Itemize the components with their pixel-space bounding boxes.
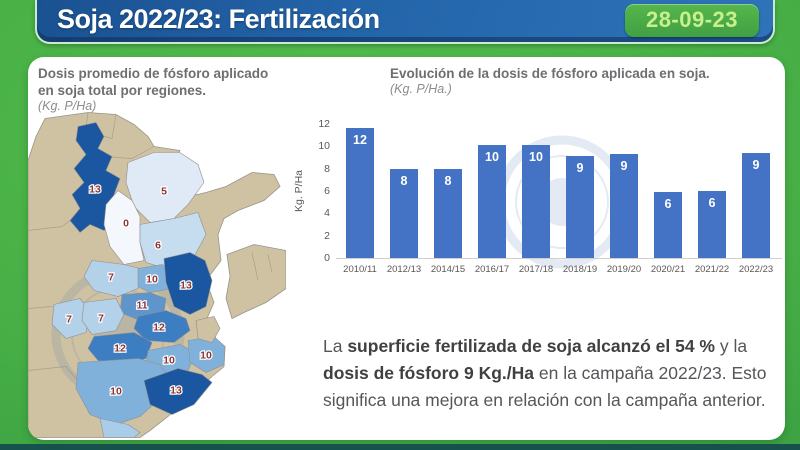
bar-value-label: 8 xyxy=(400,174,408,188)
map-title-line2: en soja total por regiones. xyxy=(38,83,207,98)
map-region-13-entre-rios xyxy=(163,252,213,315)
y-tick-label: 6 xyxy=(324,184,330,197)
x-axis-labels: 2010/11 2012/13 2014/15 2016/17 2017/18 2018/… xyxy=(338,264,778,275)
map-zone-value: 5 xyxy=(161,186,167,198)
x-tick-label: 2017/18 xyxy=(518,264,554,275)
bar-2012/13: 8 xyxy=(390,169,418,258)
bar-2018/19: 9 xyxy=(566,156,594,258)
bar-series: 12 8 8 10 10 9 9 6 6 9 xyxy=(338,112,778,258)
x-tick-label: 2020/21 xyxy=(650,264,686,275)
bar-value-label: 9 xyxy=(576,161,584,175)
map-zone-value: 7 xyxy=(108,272,114,284)
map-region-5 xyxy=(125,152,205,223)
map-zone-value: 10 xyxy=(110,386,122,398)
bar-2017/18: 10 xyxy=(522,145,550,258)
map-title-line1: Dosis promedio de fósforo aplicado xyxy=(38,66,269,81)
map-zone-value: 7 xyxy=(98,313,104,325)
x-tick-label: 2016/17 xyxy=(474,264,510,275)
y-tick-label: 4 xyxy=(324,207,330,220)
map-zone-value: 10 xyxy=(200,350,212,362)
x-tick-label: 2014/15 xyxy=(430,264,466,275)
x-tick-label: 2018/19 xyxy=(562,264,598,275)
map-region-10-ba-west xyxy=(75,358,169,425)
map-zone-value: 7 xyxy=(66,314,72,326)
bar-value-label: 6 xyxy=(664,197,672,211)
map-region-13-ba-se xyxy=(143,368,213,415)
y-tick-label: 2 xyxy=(324,229,330,242)
map-region-7-mid xyxy=(81,298,125,335)
map-zone-value: 11 xyxy=(136,300,147,312)
map-zone-labels: 13 5 0 6 7 10 13 11 7 7 12 12 10 10 10 13 xyxy=(65,182,213,398)
map-zone-value: 10 xyxy=(163,355,175,367)
map-svg: 13 5 0 6 7 10 13 11 7 7 12 12 10 10 10 13 xyxy=(28,112,286,438)
chart-title: Evolución de la dosis de fósforo aplicad… xyxy=(390,66,710,81)
bar-2014/15: 8 xyxy=(434,169,462,258)
summary-segment: y la xyxy=(714,335,748,356)
map-subtitle: (Kg. P/Ha) xyxy=(38,99,97,113)
summary-bold-segment: dosis de fósforo 9 Kg./Ha xyxy=(323,362,534,383)
bar-2021/22: 6 xyxy=(698,191,726,258)
bar-value-label: 10 xyxy=(485,150,499,164)
y-tick-label: 0 xyxy=(324,252,330,264)
map-region-7-center xyxy=(83,260,141,297)
date-badge: 28-09-23 xyxy=(625,3,759,37)
bar-2016/17: 10 xyxy=(478,145,506,258)
x-tick-label: 2010/11 xyxy=(343,264,377,275)
bar-value-label: 12 xyxy=(353,133,367,147)
map-panel-title-block: Dosis promedio de fósforo aplicado en so… xyxy=(38,65,268,113)
y-tick-label: 8 xyxy=(324,162,330,175)
dose-evolution-bar-chart: Kg. P/Ha 0 2 4 6 8 10 12 12 8 8 10 10 9 9 6 6 9 2010/11… xyxy=(293,112,785,287)
map-zone-value: 6 xyxy=(155,240,161,252)
map-zone-value: 13 xyxy=(170,385,182,397)
content-card: Dosis promedio de fósforo aplicado en so… xyxy=(28,57,785,440)
summary-text: La superficie fertilizada de soja alcanz… xyxy=(323,333,775,414)
summary-segment: en la campaña 2022/23. Esto significa un… xyxy=(323,362,767,410)
x-tick-label: 2022/23 xyxy=(738,264,774,275)
map-delta-wedge xyxy=(195,316,221,343)
x-tick-label: 2021/22 xyxy=(694,264,730,275)
page-title: Soja 2022/23: Fertilización xyxy=(57,3,380,34)
bar-2022/23: 9 xyxy=(742,153,770,258)
bar-value-label: 6 xyxy=(708,196,716,210)
x-tick-label: 2012/13 xyxy=(386,264,422,275)
map-zone-value: 13 xyxy=(180,280,192,292)
bar-value-label: 10 xyxy=(529,150,543,164)
footer-bar xyxy=(0,444,800,450)
map-zone-value: 12 xyxy=(153,322,165,334)
header-bar: Soja 2022/23: Fertilización 28-09-23 xyxy=(35,0,775,44)
map-region-south-tail xyxy=(99,418,141,438)
map-region-12-east xyxy=(133,310,191,343)
chart-subtitle: (Kg. P/Ha.) xyxy=(390,82,452,96)
x-tick-label: 2019/20 xyxy=(606,264,642,275)
x-axis-line xyxy=(336,258,782,259)
map-zones xyxy=(51,122,226,438)
map-zone-value: 12 xyxy=(114,343,126,355)
map-region-7-west xyxy=(51,298,91,339)
bar-2010/11: 12 xyxy=(346,128,374,258)
argentina-dose-map: 13 5 0 6 7 10 13 11 7 7 12 12 10 10 10 13 xyxy=(28,110,286,440)
map-zone-value: 10 xyxy=(146,274,158,286)
y-tick-label: 12 xyxy=(318,117,330,130)
y-tick-label: 10 xyxy=(318,140,330,153)
map-zone-value: 0 xyxy=(123,218,129,230)
bar-value-label: 8 xyxy=(444,174,452,188)
bar-2020/21: 6 xyxy=(654,192,682,258)
chart-title-block: Evolución de la dosis de fósforo aplicad… xyxy=(390,65,710,96)
bar-value-label: 9 xyxy=(620,159,628,173)
map-zone-value: 13 xyxy=(89,184,101,196)
summary-segment: La xyxy=(323,335,348,356)
summary-bold-segment: superficie fertilizada de soja alcanzó e… xyxy=(347,335,715,356)
bar-value-label: 9 xyxy=(752,158,760,172)
map-land-uruguay xyxy=(225,244,286,320)
map-region-0 xyxy=(103,190,145,265)
bar-2019/20: 9 xyxy=(610,154,638,258)
